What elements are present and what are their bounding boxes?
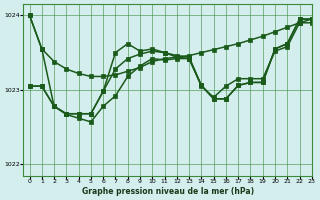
X-axis label: Graphe pression niveau de la mer (hPa): Graphe pression niveau de la mer (hPa) [82,187,254,196]
